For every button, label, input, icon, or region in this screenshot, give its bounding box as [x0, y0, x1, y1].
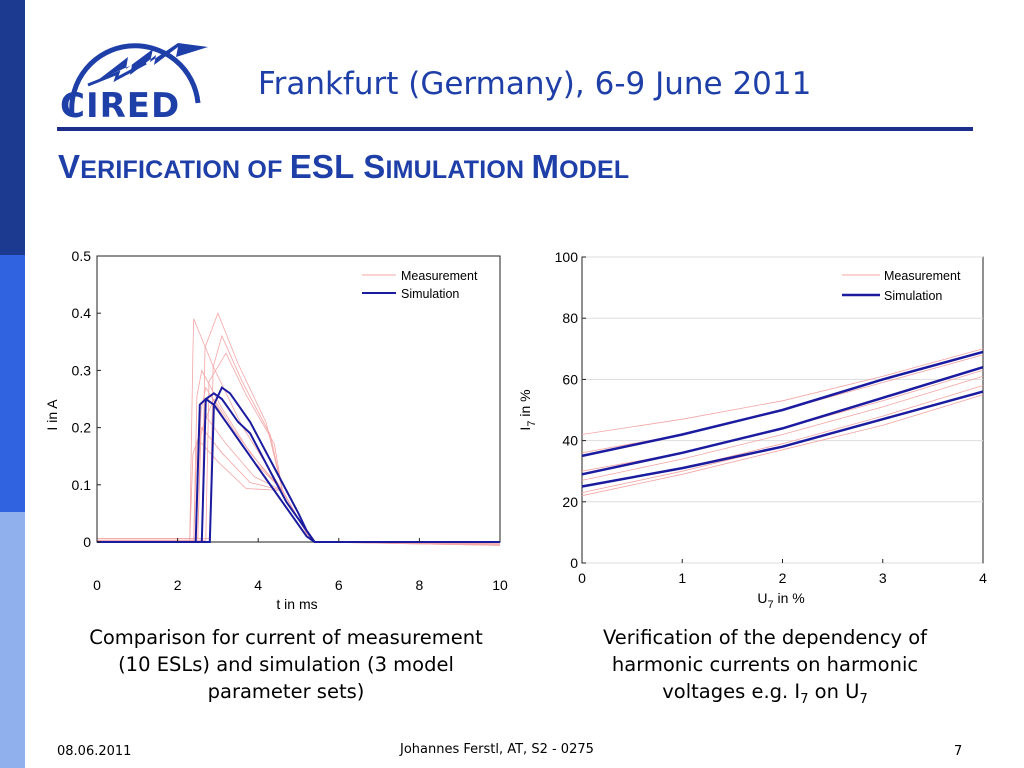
cired-logo: CIRED — [60, 43, 208, 120]
measurement-line — [581, 394, 984, 497]
simulation-line — [581, 390, 984, 488]
x-tick-label: 8 — [416, 577, 424, 593]
x-tick-label: 2 — [779, 570, 787, 586]
caption-line: Comparison for current of measurement — [89, 626, 483, 649]
title-part: ODEL — [559, 156, 630, 184]
x-tick-label: 4 — [254, 577, 262, 593]
x-tick-label: 2 — [174, 577, 182, 593]
legend-box — [838, 265, 978, 307]
sidebar-segment-top — [0, 0, 25, 255]
y-tick-label: 40 — [562, 433, 578, 449]
caption-line: parameter sets) — [207, 680, 365, 703]
slide-title: VERIFICATION OF ESL SIMULATION MODEL — [58, 148, 629, 186]
y-tick-label: 0.1 — [72, 477, 92, 493]
lightning-icon — [98, 43, 208, 80]
logo-text: CIRED — [60, 86, 180, 120]
y-tick-label: 80 — [562, 310, 578, 326]
simulation-line — [97, 386, 500, 543]
x-axis-label: t in ms — [276, 596, 317, 612]
legend-label-simulation: Simulation — [884, 289, 942, 303]
measurement-line — [581, 348, 984, 435]
simulation-series-group — [581, 350, 984, 488]
measurement-line — [581, 375, 984, 481]
y-tick-label: 20 — [562, 494, 578, 510]
y-tick-label: 0 — [570, 555, 578, 571]
title-part: IMULATION — [385, 156, 532, 184]
title-part: S — [363, 148, 386, 185]
simulation-series-group — [97, 386, 500, 543]
x-tick-label: 10 — [492, 577, 508, 593]
y-tick-label: 0.2 — [72, 420, 92, 436]
x-tick-label: 1 — [678, 570, 686, 586]
legend-label-measurement: Measurement — [884, 269, 961, 283]
y-tick-label: 0.4 — [72, 305, 92, 321]
y-tick-label: 100 — [555, 249, 579, 265]
header-divider — [57, 127, 973, 131]
caption-line: (10 ESLs) and simulation (3 model — [118, 653, 454, 676]
caption-line: harmonic currents on harmonic — [611, 653, 919, 676]
legend-label-simulation: Simulation — [401, 287, 459, 301]
footer-date: 08.06.2011 — [57, 744, 132, 759]
footer-author: Johannes Ferstl, AT, S2 - 0275 — [400, 742, 594, 757]
y-axis-label: I7 in % — [517, 389, 538, 430]
x-tick-label: 3 — [879, 570, 887, 586]
caption-line: voltages e.g. I7 on U7 — [662, 680, 868, 707]
title-part: ESL — [289, 148, 364, 185]
conference-title: Frankfurt (Germany), 6-9 June 2011 — [258, 66, 812, 102]
y-tick-label: 0 — [83, 534, 91, 550]
simulation-line — [581, 350, 984, 458]
x-tick-label: 0 — [578, 570, 586, 586]
axis-ticks: 0 2 4 6 8 10 0 0.1 0.2 0.3 0.4 0.5 — [72, 248, 508, 593]
simulation-line — [581, 366, 984, 476]
right-caption: Verification of the dependency of harmon… — [535, 624, 995, 713]
title-part: V — [58, 148, 81, 185]
x-tick-label: 6 — [335, 577, 343, 593]
legend-label-measurement: Measurement — [401, 269, 478, 283]
title-part: ERIFICATION OF — [80, 156, 290, 184]
legend-box — [358, 264, 496, 306]
footer-page-number: 7 — [954, 744, 963, 759]
simulation-line — [97, 397, 500, 543]
caption-line: Verification of the dependency of — [602, 626, 928, 649]
y-tick-label: 60 — [562, 371, 578, 387]
x-tick-label: 0 — [93, 577, 101, 593]
y-tick-label: 0.3 — [72, 362, 92, 378]
x-axis-label: U7 in % — [757, 590, 804, 611]
y-tick-label: 0.5 — [72, 248, 92, 264]
sidebar-segment-middle — [0, 255, 25, 512]
sidebar-segment-bottom — [0, 512, 25, 768]
left-caption: Comparison for current of measurement (1… — [42, 624, 530, 705]
y-axis-label: I in A — [44, 399, 60, 431]
title-part: M — [531, 148, 560, 185]
x-tick-label: 4 — [979, 570, 987, 586]
